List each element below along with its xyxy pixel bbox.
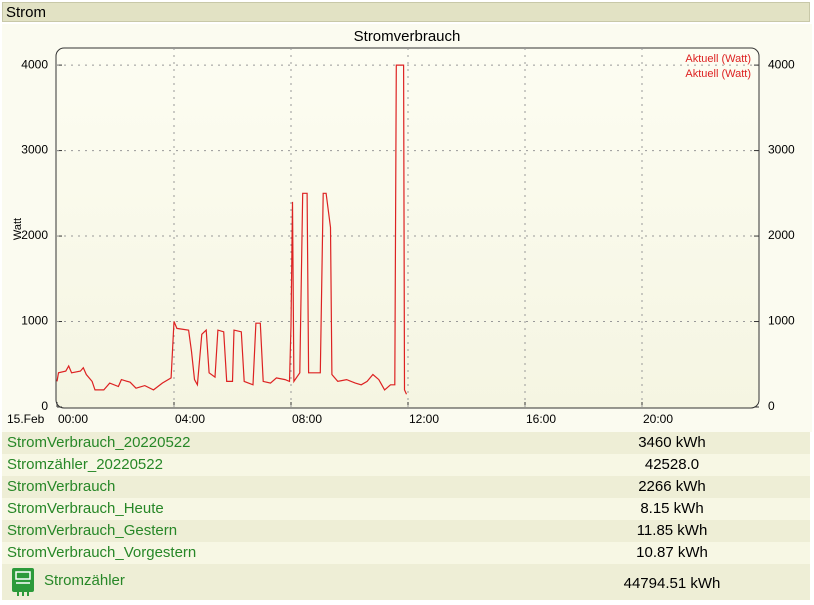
y2-tick-label: 3000	[768, 143, 795, 157]
x-tick-label: 20:00	[643, 412, 673, 426]
reading-row: Stromzähler_20220522 42528.0	[2, 454, 810, 476]
data-line	[56, 64, 408, 395]
device-icon[interactable]	[11, 567, 35, 597]
reading-name[interactable]: StromVerbrauch_Heute	[7, 500, 164, 517]
reading-row: StromVerbrauch_Heute 8.15 kWh	[2, 498, 810, 520]
device-name[interactable]: Stromzähler	[44, 572, 125, 589]
y-tick-label: 0	[41, 399, 48, 413]
device-value: 44794.51 kWh	[623, 575, 721, 592]
reading-row: StromVerbrauch_Vorgestern 10.87 kWh	[2, 542, 810, 564]
reading-name[interactable]: StromVerbrauch	[7, 478, 116, 495]
reading-name[interactable]: StromVerbrauch_Vorgestern	[7, 544, 197, 561]
device-row: Stromzähler 44794.51 kWh	[2, 564, 810, 600]
section-title: Strom	[2, 2, 810, 22]
reading-value: 42528.0	[644, 456, 700, 473]
x-tick-label: 04:00	[175, 412, 205, 426]
y-axis-label: Watt	[12, 218, 24, 240]
chart-title: Stromverbrauch	[354, 28, 461, 45]
date-label: 15.Feb	[7, 412, 45, 426]
y-tick-label: 1000	[21, 314, 48, 328]
reading-row: StromVerbrauch_Gestern 11.85 kWh	[2, 520, 810, 542]
x-tick-label: 08:00	[292, 412, 322, 426]
y-tick-label: 2000	[21, 228, 48, 242]
y-tick-label: 4000	[21, 57, 48, 71]
reading-name[interactable]: Stromzähler_20220522	[7, 456, 163, 473]
reading-row: StromVerbrauch 2266 kWh	[2, 476, 810, 498]
chart: Stromverbrauch Watt 15.Feb 0 1000 2000 3000…	[2, 24, 812, 432]
x-tick-label: 00:00	[58, 412, 88, 426]
reading-name[interactable]: StromVerbrauch_20220522	[7, 434, 191, 451]
x-tick-label: 12:00	[409, 412, 439, 426]
plot-area	[55, 47, 760, 409]
legend-entry: Aktuell (Watt)	[685, 68, 751, 80]
y2-tick-label: 2000	[768, 228, 795, 242]
reading-value: 11.85 kWh	[636, 522, 708, 539]
y2-tick-label: 4000	[768, 57, 795, 71]
reading-row: StromVerbrauch_20220522 3460 kWh	[2, 432, 810, 454]
reading-value: 8.15 kWh	[640, 500, 704, 517]
reading-value: 10.87 kWh	[636, 544, 708, 561]
y2-tick-label: 0	[768, 399, 775, 413]
reading-value: 3460 kWh	[638, 434, 706, 451]
reading-value: 2266 kWh	[638, 478, 706, 495]
reading-name[interactable]: StromVerbrauch_Gestern	[7, 522, 178, 539]
legend-entry: Aktuell (Watt)	[685, 53, 751, 65]
y2-tick-label: 1000	[768, 314, 795, 328]
x-tick-label: 16:00	[526, 412, 556, 426]
y-tick-label: 3000	[21, 143, 48, 157]
